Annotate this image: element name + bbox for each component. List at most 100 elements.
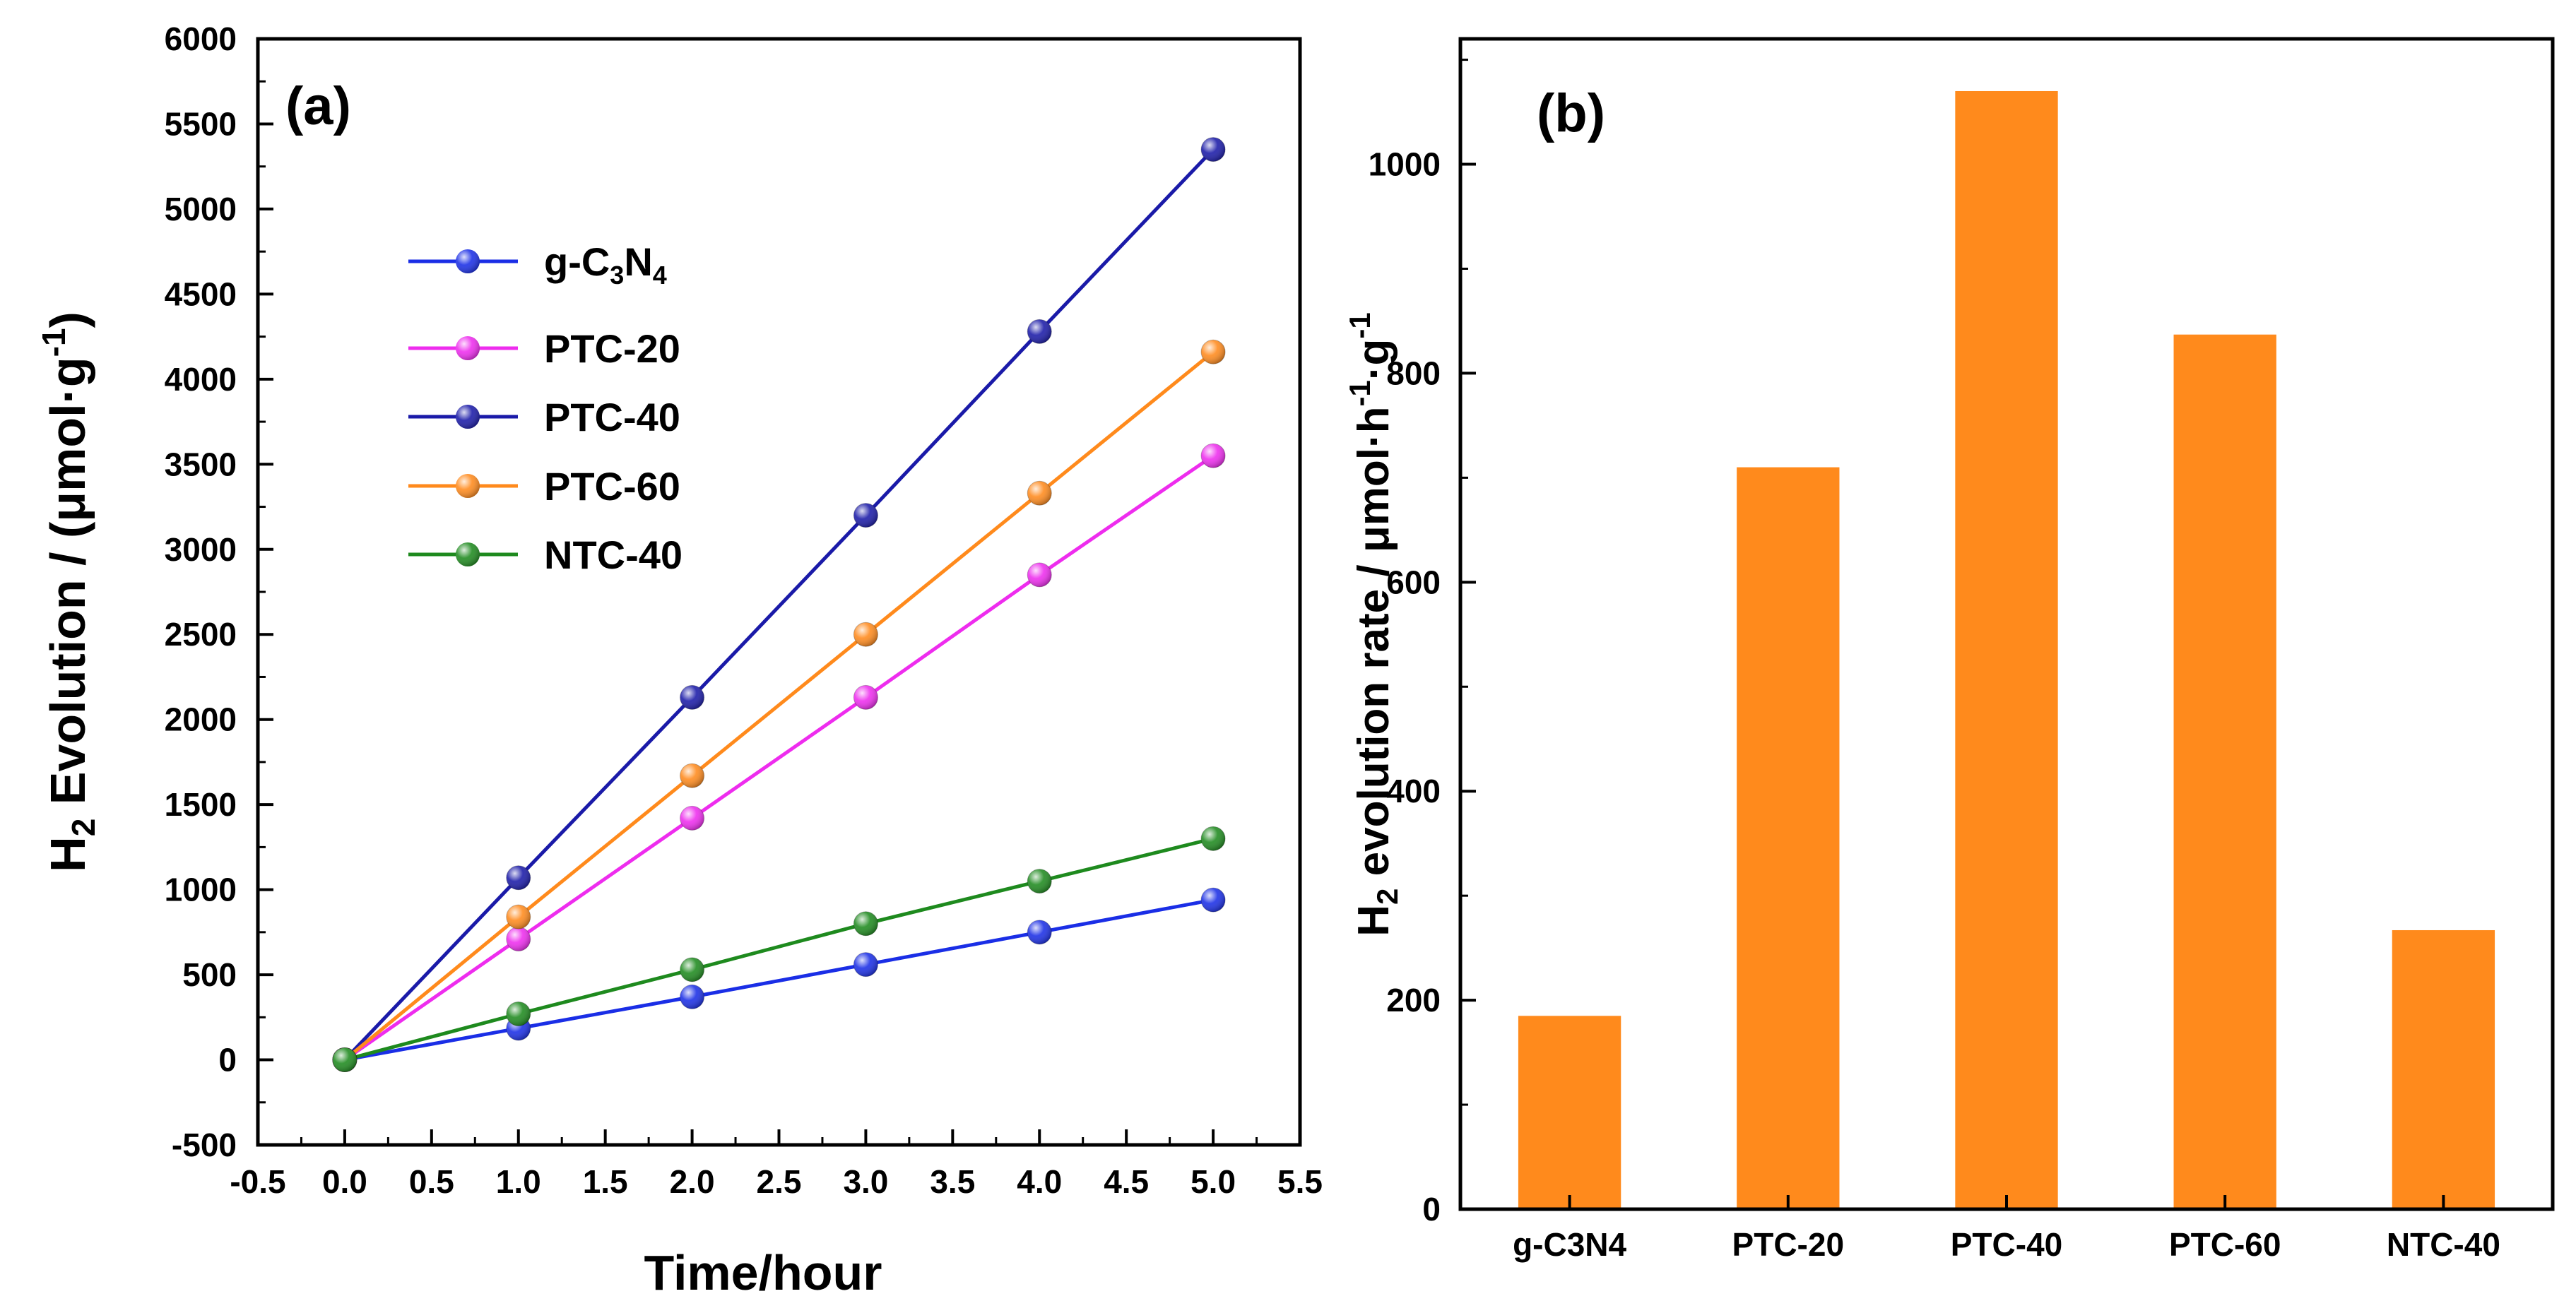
- legend-entry-ntc-40: NTC-40: [408, 533, 683, 577]
- b-x-tick-label: PTC-60: [2169, 1226, 2281, 1263]
- a-x-tick-label: 1.0: [496, 1163, 541, 1200]
- data-point-shine-ptc-20: [506, 927, 531, 951]
- b-y-tick-label: 200: [1386, 982, 1441, 1018]
- panel-a-y-tick-labels: -500 0 500 1000 1500 2000 2500 3000 3500 4000 4500…: [165, 20, 237, 1163]
- panel-a-label: (a): [285, 76, 351, 136]
- legend-entry-ptc-20: PTC-20: [408, 326, 680, 371]
- b-y-tick-label: 0: [1422, 1191, 1441, 1228]
- a-y-tick-label: 3500: [165, 446, 237, 482]
- data-point-shine-g-c3n4: [1027, 920, 1052, 944]
- panel-b-y-title-mid: ·g: [1349, 339, 1398, 381]
- panel-a-series-markers: [332, 137, 1226, 1073]
- b-x-tick-label: PTC-40: [1951, 1226, 2062, 1263]
- a-y-tick-label: 4500: [165, 275, 237, 312]
- legend-label-g-c3n4-base: g-C: [544, 239, 610, 284]
- a-x-tick-label: 5.5: [1277, 1163, 1323, 1200]
- a-x-tick-label: 3.0: [843, 1163, 888, 1200]
- b-y-tick-label: 800: [1386, 355, 1441, 391]
- panel-b-label: (b): [1537, 83, 1605, 143]
- data-point-shine-ptc-60: [1027, 481, 1052, 506]
- data-point-shine-ptc-60: [680, 764, 704, 788]
- bar-ptc-40: [1955, 90, 2058, 1209]
- series-line-ptc-20: [343, 454, 1215, 1062]
- series-line-ptc-40: [343, 148, 1215, 1062]
- data-point-shine-g-c3n4: [1201, 888, 1226, 913]
- data-point-shine-ptc-20: [1027, 562, 1052, 587]
- b-x-tick-label: PTC-20: [1732, 1226, 1844, 1263]
- a-x-tick-label: 4.0: [1017, 1163, 1062, 1200]
- data-point-shine-ptc-40: [1027, 319, 1052, 344]
- panel-a-series-lines: [343, 148, 1215, 1062]
- legend-label-ptc-60: PTC-60: [544, 464, 680, 509]
- data-point-shine-ntc-40: [853, 911, 878, 936]
- a-x-tick-label: 0.5: [409, 1163, 454, 1200]
- panel-b-bars: [1518, 90, 2495, 1210]
- bar-ntc-40: [2392, 929, 2495, 1209]
- a-y-tick-label: 1000: [165, 872, 237, 908]
- b-x-tick-label: NTC-40: [2387, 1226, 2500, 1263]
- data-point-shine-g-c3n4: [853, 952, 878, 977]
- panel-b-y-title-base: H: [1349, 905, 1398, 937]
- panel-b-y-title-sup1: -1: [1343, 380, 1376, 406]
- legend-marker-shine-g-c3n4: [456, 249, 480, 273]
- data-point-shine-ptc-60: [1201, 340, 1226, 364]
- data-point-shine-ptc-20: [1201, 444, 1226, 468]
- panel-b-x-tick-labels: g-C3N4 PTC-20 PTC-40 PTC-60 NTC-40: [1513, 1226, 2500, 1263]
- a-x-tick-label: 2.5: [757, 1163, 802, 1200]
- legend-entry-ptc-60: PTC-60: [408, 464, 680, 509]
- legend-marker-shine-ptc-40: [456, 405, 480, 429]
- series-line-g-c3n4: [344, 898, 1214, 1062]
- legend-label-ntc-40: NTC-40: [544, 533, 683, 577]
- panel-a-plot-frame: [256, 37, 1302, 1147]
- data-point-shine-ptc-20: [680, 806, 704, 831]
- data-point-shine-g-c3n4: [680, 985, 704, 1009]
- panel-b-bar-chart: g-C3N4 PTC-20 PTC-40 PTC-60 NTC-40 0 200 400 60…: [1343, 37, 2555, 1263]
- a-y-tick-label: 5000: [165, 191, 237, 227]
- b-x-tick-label: g-C3N4: [1513, 1226, 1626, 1263]
- data-point-shine-ptc-20: [853, 685, 878, 710]
- a-x-tick-label: -0.5: [230, 1163, 285, 1200]
- legend-label-ptc-40: PTC-40: [544, 395, 680, 439]
- panel-b-y-axis-title: H2 evolution rate / μmol·h-1·g-1: [1343, 312, 1404, 936]
- b-y-tick-label: 400: [1386, 773, 1441, 809]
- a-y-tick-label: 2000: [165, 701, 237, 738]
- panel-a-line-chart: -0.5 0.0 0.5 1.0 1.5 2.0 2.5 3.0 3.5 4.0 4.5 5.0 5.5…: [35, 20, 1323, 1300]
- panel-a-y-title-sub: 2: [65, 819, 102, 837]
- panel-b-y-title-rest: evolution rate / μmol·h: [1349, 407, 1398, 889]
- panel-a-x-tick-labels: -0.5 0.0 0.5 1.0 1.5 2.0 2.5 3.0 3.5 4.0 4.5 5.0 5.5: [230, 1163, 1323, 1200]
- a-y-tick-label: 0: [218, 1042, 237, 1079]
- legend-label-g-c3n4-mid: N: [624, 239, 652, 284]
- a-x-tick-label: 5.0: [1190, 1163, 1236, 1200]
- b-y-tick-label: 1000: [1369, 146, 1441, 183]
- a-x-tick-label: 0.0: [322, 1163, 367, 1200]
- a-x-tick-label: 2.0: [670, 1163, 715, 1200]
- bar-ptc-60: [2173, 334, 2276, 1210]
- bar-g-c3n4: [1518, 1016, 1621, 1209]
- data-point-shine-ntc-40: [680, 957, 704, 982]
- data-point-shine-ntc-40: [1201, 826, 1226, 851]
- data-point-shine-ntc-40: [1027, 869, 1052, 893]
- panel-a-legend: g-C3N4 PTC-20 PTC-40 PTC-60: [408, 239, 683, 577]
- b-y-tick-label: 600: [1386, 564, 1441, 600]
- a-y-tick-label: 4000: [165, 361, 237, 398]
- panel-b-y-title-sup2: -1: [1343, 312, 1376, 338]
- panel-a-y-title-close: ): [40, 311, 95, 328]
- data-point-shine-ntc-40: [506, 1002, 531, 1026]
- series-line-ptc-60: [343, 350, 1215, 1062]
- panel-a-y-title-base: H: [40, 836, 95, 872]
- data-point-shine-ptc-60: [853, 622, 878, 647]
- panel-b-y-tick-labels: 0 200 400 600 800 1000: [1369, 146, 1441, 1228]
- legend-label-g-c3n4: g-C3N4: [544, 239, 667, 290]
- legend-marker-shine-ntc-40: [456, 542, 480, 566]
- data-point-shine-ptc-40: [1201, 137, 1226, 162]
- legend-entry-g-c3n4: g-C3N4: [408, 239, 667, 290]
- a-x-tick-label: 1.5: [583, 1163, 628, 1200]
- a-y-tick-label: 2500: [165, 616, 237, 653]
- legend-label-ptc-20: PTC-20: [544, 326, 680, 371]
- legend-marker-shine-ptc-60: [456, 474, 480, 498]
- data-point-shine-ptc-40: [506, 865, 531, 890]
- bar-ptc-20: [1737, 467, 1840, 1210]
- legend-label-g-c3n4-sub2: 4: [653, 261, 667, 290]
- panel-a-y-title-sup: -1: [35, 328, 72, 357]
